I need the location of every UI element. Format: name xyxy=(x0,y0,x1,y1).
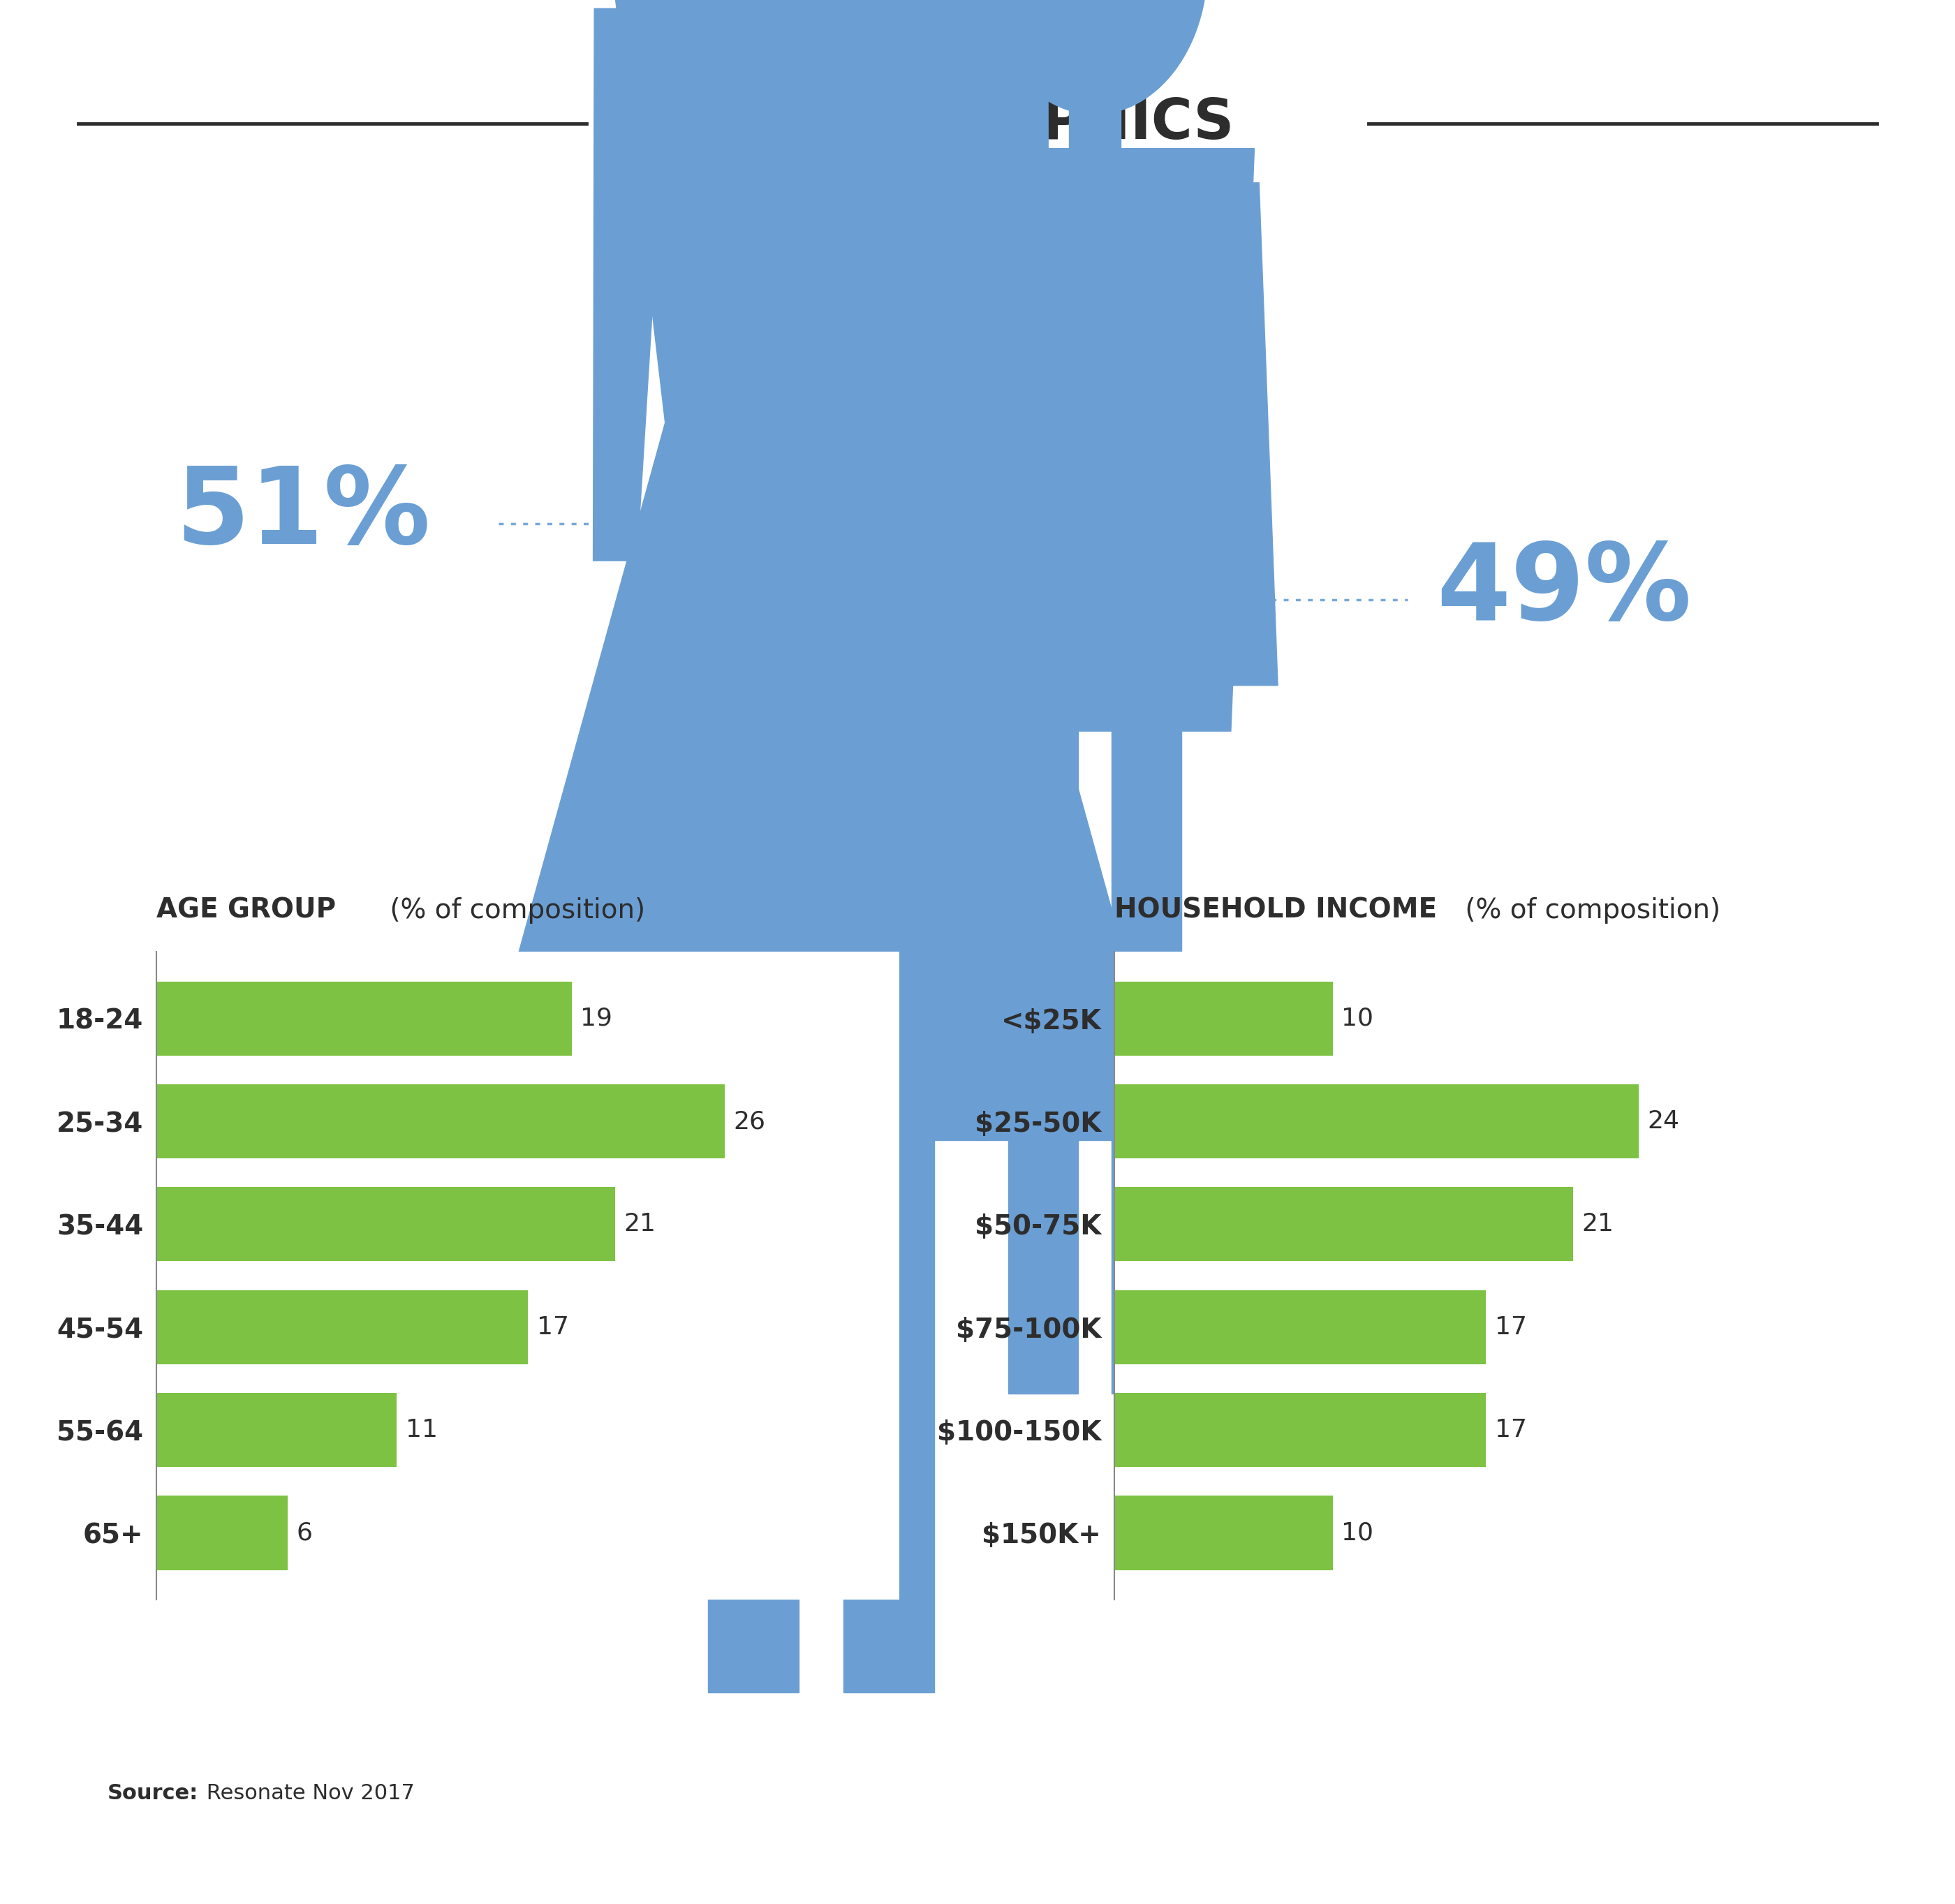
Bar xyxy=(156,981,571,1055)
Polygon shape xyxy=(708,1140,798,1693)
Bar xyxy=(156,1291,528,1363)
Bar xyxy=(1114,1188,1574,1260)
Bar xyxy=(1114,1291,1486,1363)
Text: 10: 10 xyxy=(1341,1007,1374,1030)
Bar xyxy=(1114,1394,1486,1468)
Polygon shape xyxy=(592,10,671,560)
Polygon shape xyxy=(845,1140,934,1693)
Text: 21: 21 xyxy=(624,1213,657,1236)
Polygon shape xyxy=(1208,183,1279,685)
Text: 17: 17 xyxy=(1494,1418,1527,1441)
Text: (% of composition): (% of composition) xyxy=(381,897,645,923)
Text: 6: 6 xyxy=(297,1521,313,1544)
Text: 19: 19 xyxy=(581,1007,612,1030)
Bar xyxy=(156,1083,725,1158)
Text: AGE GROUP: AGE GROUP xyxy=(156,897,336,923)
Polygon shape xyxy=(467,0,1175,1140)
Text: 49%: 49% xyxy=(1437,539,1691,642)
Text: HOUSEHOLD INCOME: HOUSEHOLD INCOME xyxy=(1114,897,1437,923)
Text: (% of composition): (% of composition) xyxy=(1456,897,1720,923)
Ellipse shape xyxy=(981,0,1208,114)
Text: 17: 17 xyxy=(536,1316,569,1339)
Polygon shape xyxy=(1009,731,1079,1394)
Bar xyxy=(156,1497,287,1571)
Bar xyxy=(1114,981,1333,1055)
Text: 11: 11 xyxy=(405,1418,438,1441)
Text: 10: 10 xyxy=(1341,1521,1374,1544)
Polygon shape xyxy=(972,10,1050,560)
Text: 51%: 51% xyxy=(176,463,430,565)
Bar xyxy=(1069,57,1120,149)
Bar xyxy=(1114,1083,1638,1158)
Text: DEMOGRAPHICS: DEMOGRAPHICS xyxy=(721,97,1234,150)
Polygon shape xyxy=(911,183,981,685)
Text: Source:: Source: xyxy=(108,1784,199,1803)
Text: 24: 24 xyxy=(1648,1110,1679,1133)
Bar xyxy=(1114,1497,1333,1571)
Text: 21: 21 xyxy=(1582,1213,1615,1236)
Text: 26: 26 xyxy=(733,1110,764,1133)
Polygon shape xyxy=(1110,731,1181,1394)
Text: Resonate Nov 2017: Resonate Nov 2017 xyxy=(199,1784,414,1803)
Text: 17: 17 xyxy=(1494,1316,1527,1339)
Polygon shape xyxy=(934,149,1255,731)
Bar xyxy=(156,1188,616,1260)
Bar xyxy=(156,1394,397,1468)
